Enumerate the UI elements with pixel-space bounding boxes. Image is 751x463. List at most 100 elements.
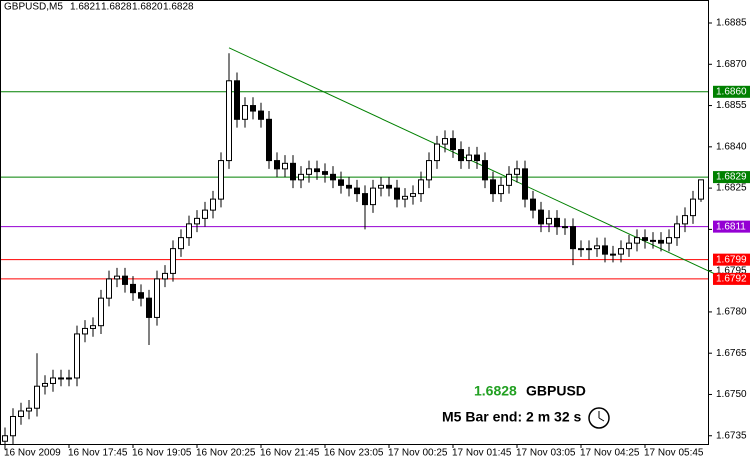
candle-body: [50, 377, 56, 384]
level-label-box: [713, 253, 750, 266]
header-close: 1.6828: [163, 2, 194, 13]
candle-body: [58, 377, 64, 380]
candle-body: [330, 173, 336, 181]
candle-body: [10, 415, 16, 437]
x-tick-label: 16 Nov 20:25: [196, 448, 256, 459]
candle-body: [138, 292, 144, 299]
candle-body: [634, 237, 640, 244]
candle-body: [346, 184, 352, 189]
candle-body: [682, 215, 688, 225]
level-label-box: [713, 171, 750, 184]
candle-body: [578, 248, 584, 251]
candle-body: [602, 245, 608, 255]
candle-body: [306, 168, 312, 175]
candle-body: [98, 297, 104, 327]
candle-body: [402, 195, 408, 200]
x-tick-label: 17 Nov 00:25: [388, 448, 448, 459]
info-price: 1.6828: [474, 383, 517, 399]
candle-body: [466, 154, 472, 162]
candle-body: [674, 223, 680, 239]
candle-body: [498, 184, 504, 195]
candle-body: [130, 283, 136, 294]
candle-body: [394, 187, 400, 200]
candle-body: [370, 187, 376, 206]
y-tick-label: 1.6750: [716, 389, 747, 400]
candle-body: [642, 237, 648, 241]
candle-body: [282, 162, 288, 170]
candle-body: [594, 245, 600, 250]
candle-body: [218, 160, 224, 200]
candle-body: [538, 209, 544, 225]
candle-body: [418, 179, 424, 195]
y-tick-label: 1.6825: [716, 183, 747, 194]
candle-body: [338, 179, 344, 186]
candle-body: [530, 198, 536, 211]
candle-body: [378, 184, 384, 189]
candle-body: [562, 226, 568, 229]
candle-body: [386, 184, 392, 189]
y-tick-label: 1.6855: [716, 100, 747, 111]
candle-body: [74, 333, 80, 379]
candle-body: [626, 242, 632, 250]
candle-body: [234, 80, 240, 120]
candle-body: [194, 217, 200, 225]
candle-body: [426, 160, 432, 181]
candle-body: [242, 105, 248, 120]
x-tick-label: 17 Nov 04:25: [580, 448, 640, 459]
candle-body: [698, 179, 704, 200]
candle-body: [586, 248, 592, 251]
clock-icon: [588, 407, 610, 429]
candle-body: [610, 253, 616, 256]
x-tick-label: 16 Nov 23:05: [324, 448, 384, 459]
y-tick-label: 1.6885: [716, 18, 747, 29]
candle-body: [658, 239, 664, 244]
x-tick-label: 17 Nov 05:45: [644, 448, 704, 459]
x-tick-label: 16 Nov 2009: [4, 448, 61, 459]
y-tick-label: 1.6870: [716, 59, 747, 70]
candle-body: [506, 173, 512, 186]
candle-body: [482, 160, 488, 181]
candle-body: [514, 168, 520, 175]
candle-body: [250, 105, 256, 112]
candle-body: [18, 410, 24, 417]
y-tick-label: 1.6735: [716, 430, 747, 441]
candle-body: [410, 193, 416, 197]
candle-body: [106, 278, 112, 299]
candle-body: [442, 138, 448, 145]
level-label: 1.6811: [716, 221, 746, 232]
candle-body: [554, 217, 560, 228]
candle-body: [178, 237, 184, 250]
candle-body: [26, 407, 32, 412]
candle-body: [522, 168, 528, 200]
candle-body: [258, 110, 264, 120]
y-tick-label: 1.6795: [716, 265, 747, 276]
x-tick-label: 17 Nov 01:45: [452, 448, 512, 459]
header-symbol: GBPUSD,M5: [4, 2, 63, 13]
candle-body: [474, 154, 480, 162]
candle-body: [546, 217, 552, 225]
header-low: 1.6820: [132, 2, 163, 13]
candle-body: [458, 149, 464, 162]
candle-body: [322, 171, 328, 175]
candle-body: [266, 118, 272, 162]
candle-body: [186, 223, 192, 239]
candle-body: [290, 162, 296, 181]
x-tick-label: 16 Nov 19:05: [132, 448, 192, 459]
candle-body: [274, 160, 280, 170]
candle-body: [210, 198, 216, 211]
plot-frame: [0, 0, 709, 445]
candle-body: [154, 278, 160, 318]
candle-body: [82, 327, 88, 335]
candle-body: [618, 248, 624, 255]
candle-body: [42, 382, 48, 387]
candle-body: [34, 385, 40, 409]
candle-body: [66, 377, 72, 380]
info-symbol: GBPUSD: [526, 383, 586, 399]
y-tick-label: 1.6780: [716, 307, 747, 318]
level-label: 1.6860: [716, 86, 747, 97]
candle-body: [2, 435, 8, 442]
candle-body: [362, 193, 368, 206]
candle-body: [146, 297, 152, 318]
header-high: 1.6828: [101, 2, 132, 13]
